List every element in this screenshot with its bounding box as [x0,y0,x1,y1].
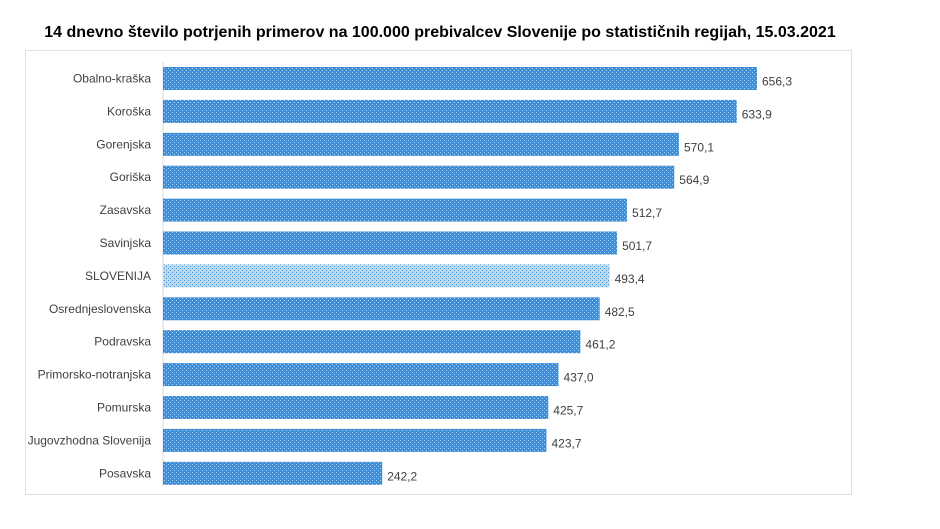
bar [163,297,600,321]
bar [163,461,383,485]
chart-area [25,50,852,495]
chart-title: 14 dnevno število potrjenih primerov na … [44,24,836,41]
data-label: 570,1 [684,140,714,154]
bar [163,165,675,189]
bar [163,198,628,222]
data-label: 656,3 [762,75,792,89]
bar [163,264,610,288]
bar [163,363,559,387]
data-label: 482,5 [605,305,635,319]
category-label: Posavska [99,466,151,480]
bar [163,67,757,90]
data-label: 423,7 [551,436,581,450]
bar [163,132,679,156]
category-label: Obalno-kraška [73,72,151,86]
bar [163,396,549,419]
category-label: Primorsko-notranjska [38,368,152,382]
category-label: Goriška [110,170,152,184]
bar [163,428,547,452]
category-label: Koroška [107,104,151,118]
category-label: Osrednjeslovenska [49,302,151,316]
data-label: 512,7 [632,206,662,220]
category-label: Pomurska [97,401,151,415]
bar [163,99,737,123]
category-label: SLOVENIJA [85,269,151,283]
category-label: Podravska [94,335,151,349]
bar [163,231,618,255]
bar [163,330,581,354]
data-label: 564,9 [679,173,709,187]
data-label: 501,7 [622,239,652,253]
data-label: 493,4 [615,272,645,286]
data-label: 425,7 [553,404,583,418]
data-label: 633,9 [742,107,772,121]
data-label: 461,2 [585,338,615,352]
category-label: Zasavska [100,203,152,217]
category-label: Gorenjska [96,137,151,151]
data-label: 242,2 [387,469,417,483]
data-label: 437,0 [564,371,594,385]
category-label: Savinjska [100,236,152,250]
category-label: Jugovzhodna Slovenija [28,433,152,447]
